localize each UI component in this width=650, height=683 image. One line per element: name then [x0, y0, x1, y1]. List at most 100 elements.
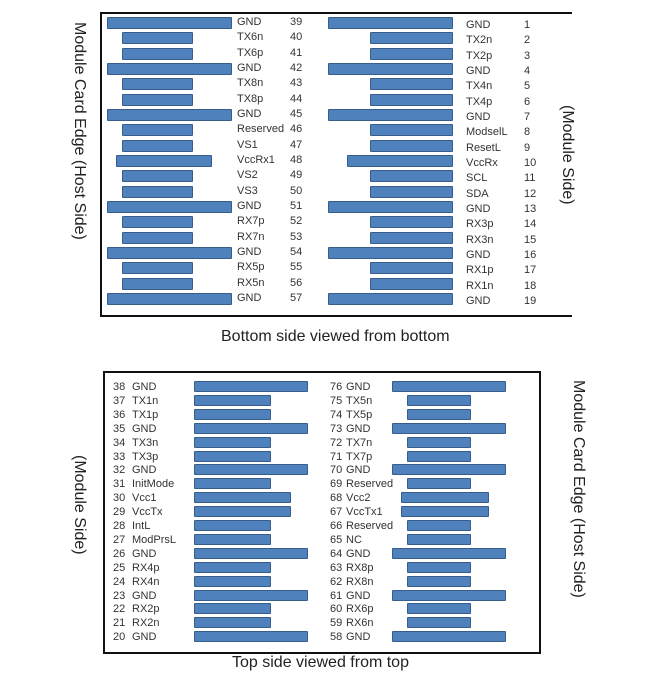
- contact-pad-59: [407, 617, 471, 629]
- pin-name: GND: [132, 422, 157, 435]
- pin-number: 6: [524, 95, 531, 108]
- contact-pad-28: [194, 520, 271, 531]
- pin-number: 50: [290, 184, 303, 197]
- contact-pad-8: [370, 124, 453, 137]
- pin-name: GND: [132, 589, 157, 602]
- pin-number: 28: [113, 520, 126, 532]
- pin-number: 59: [330, 617, 343, 630]
- contact-pad-5: [370, 78, 453, 91]
- contact-pad-25: [194, 561, 271, 573]
- contact-pad-24: [194, 575, 271, 587]
- pin-number: 54: [290, 245, 303, 258]
- pin-name: GND: [237, 107, 262, 120]
- contact-pad-53: [122, 231, 193, 244]
- contact-pad-62: [407, 575, 471, 587]
- pin-number: 76: [330, 381, 343, 393]
- contact-pad-39: [107, 17, 232, 29]
- contact-pad-56: [122, 277, 193, 290]
- pin-number: 56: [290, 276, 303, 289]
- pin-name: TX1n: [132, 394, 159, 407]
- pin-name: GND: [237, 16, 262, 28]
- contact-pad-36: [194, 408, 271, 420]
- pin-number: 2: [524, 34, 531, 47]
- contact-pad-14: [370, 216, 453, 229]
- pin-number: 62: [330, 575, 343, 588]
- pin-number: 55: [290, 261, 303, 274]
- pin-name: RX8n: [346, 575, 374, 588]
- pin-name: TX3p: [132, 450, 159, 463]
- pin-number: 53: [290, 230, 303, 243]
- pin-name: RX6p: [346, 603, 374, 616]
- contact-pad-26: [194, 547, 308, 559]
- pin-number: 70: [330, 464, 343, 477]
- pin-name: TX3n: [132, 436, 159, 449]
- pin-number: 69: [330, 478, 343, 491]
- pin-name: TX6n: [237, 31, 264, 44]
- contact-pad-30: [194, 492, 291, 504]
- pin-number: 45: [290, 107, 303, 120]
- contact-pad-54: [107, 246, 232, 259]
- contact-pad-75: [407, 394, 471, 406]
- pin-number: 14: [524, 218, 537, 231]
- contact-pad-49: [122, 170, 193, 183]
- contact-pad-19: [328, 292, 453, 305]
- pin-name: RX7n: [237, 230, 265, 243]
- pin-name: InitMode: [132, 478, 175, 491]
- pin-name: GND: [132, 381, 157, 393]
- pin-name: GND: [466, 110, 491, 123]
- pin-name: RX1n: [466, 279, 494, 292]
- contact-pad-69: [407, 478, 471, 490]
- contact-pad-63: [407, 561, 471, 573]
- pin-name: TX8n: [237, 77, 264, 90]
- contact-pad-16: [328, 246, 453, 259]
- pin-number: 26: [113, 547, 126, 560]
- pin-name: Reserved: [346, 478, 394, 491]
- pin-name: TX8p: [237, 92, 264, 105]
- pin-number: 35: [113, 422, 126, 435]
- pin-name: VS1: [237, 138, 258, 151]
- pin-name: RX2n: [132, 617, 160, 630]
- pin-number: 48: [290, 153, 303, 166]
- pin-number: 29: [113, 506, 126, 519]
- pin-number: 66: [330, 520, 343, 532]
- pin-name: GND: [237, 291, 262, 304]
- pin-number: 40: [290, 31, 303, 44]
- contact-pad-57: [107, 292, 232, 305]
- contact-pad-50: [122, 185, 193, 198]
- contact-pad-72: [407, 436, 471, 448]
- top-side-right-label: Module Card Edge (Host Side): [570, 380, 587, 598]
- contact-pad-66: [407, 520, 471, 531]
- contact-pad-20: [194, 631, 308, 643]
- contact-pad-68: [401, 492, 489, 504]
- bottom-side-frame: [100, 12, 572, 317]
- pin-number: 9: [524, 141, 531, 154]
- pin-name: Vcc1: [132, 492, 157, 505]
- pin-number: 22: [113, 603, 126, 616]
- pin-number: 11: [524, 172, 536, 185]
- pin-number: 65: [330, 533, 343, 546]
- contact-pad-43: [122, 78, 193, 91]
- pin-number: 3: [524, 49, 531, 62]
- pin-number: 58: [330, 631, 343, 644]
- pin-number: 71: [330, 450, 343, 463]
- contact-pad-52: [122, 216, 193, 229]
- pin-name: GND: [466, 248, 491, 261]
- pin-number: 17: [524, 264, 537, 277]
- pin-number: 73: [330, 422, 343, 435]
- pin-name: GND: [237, 61, 262, 74]
- pin-number: 19: [524, 294, 537, 307]
- top-side-frame: [103, 371, 541, 654]
- contact-pad-27: [194, 533, 271, 545]
- contact-pad-4: [328, 62, 453, 75]
- contact-pad-1: [328, 17, 453, 29]
- pin-name: GND: [132, 464, 157, 477]
- pin-name: Reserved: [237, 123, 285, 136]
- pin-name: SCL: [466, 172, 488, 185]
- pin-number: 20: [113, 631, 126, 644]
- pin-number: 31: [113, 478, 126, 491]
- contact-pad-18: [370, 277, 453, 290]
- pin-number: 21: [113, 617, 126, 630]
- contact-pad-74: [407, 408, 471, 420]
- pin-name: GND: [132, 547, 157, 560]
- pin-number: 38: [113, 381, 126, 393]
